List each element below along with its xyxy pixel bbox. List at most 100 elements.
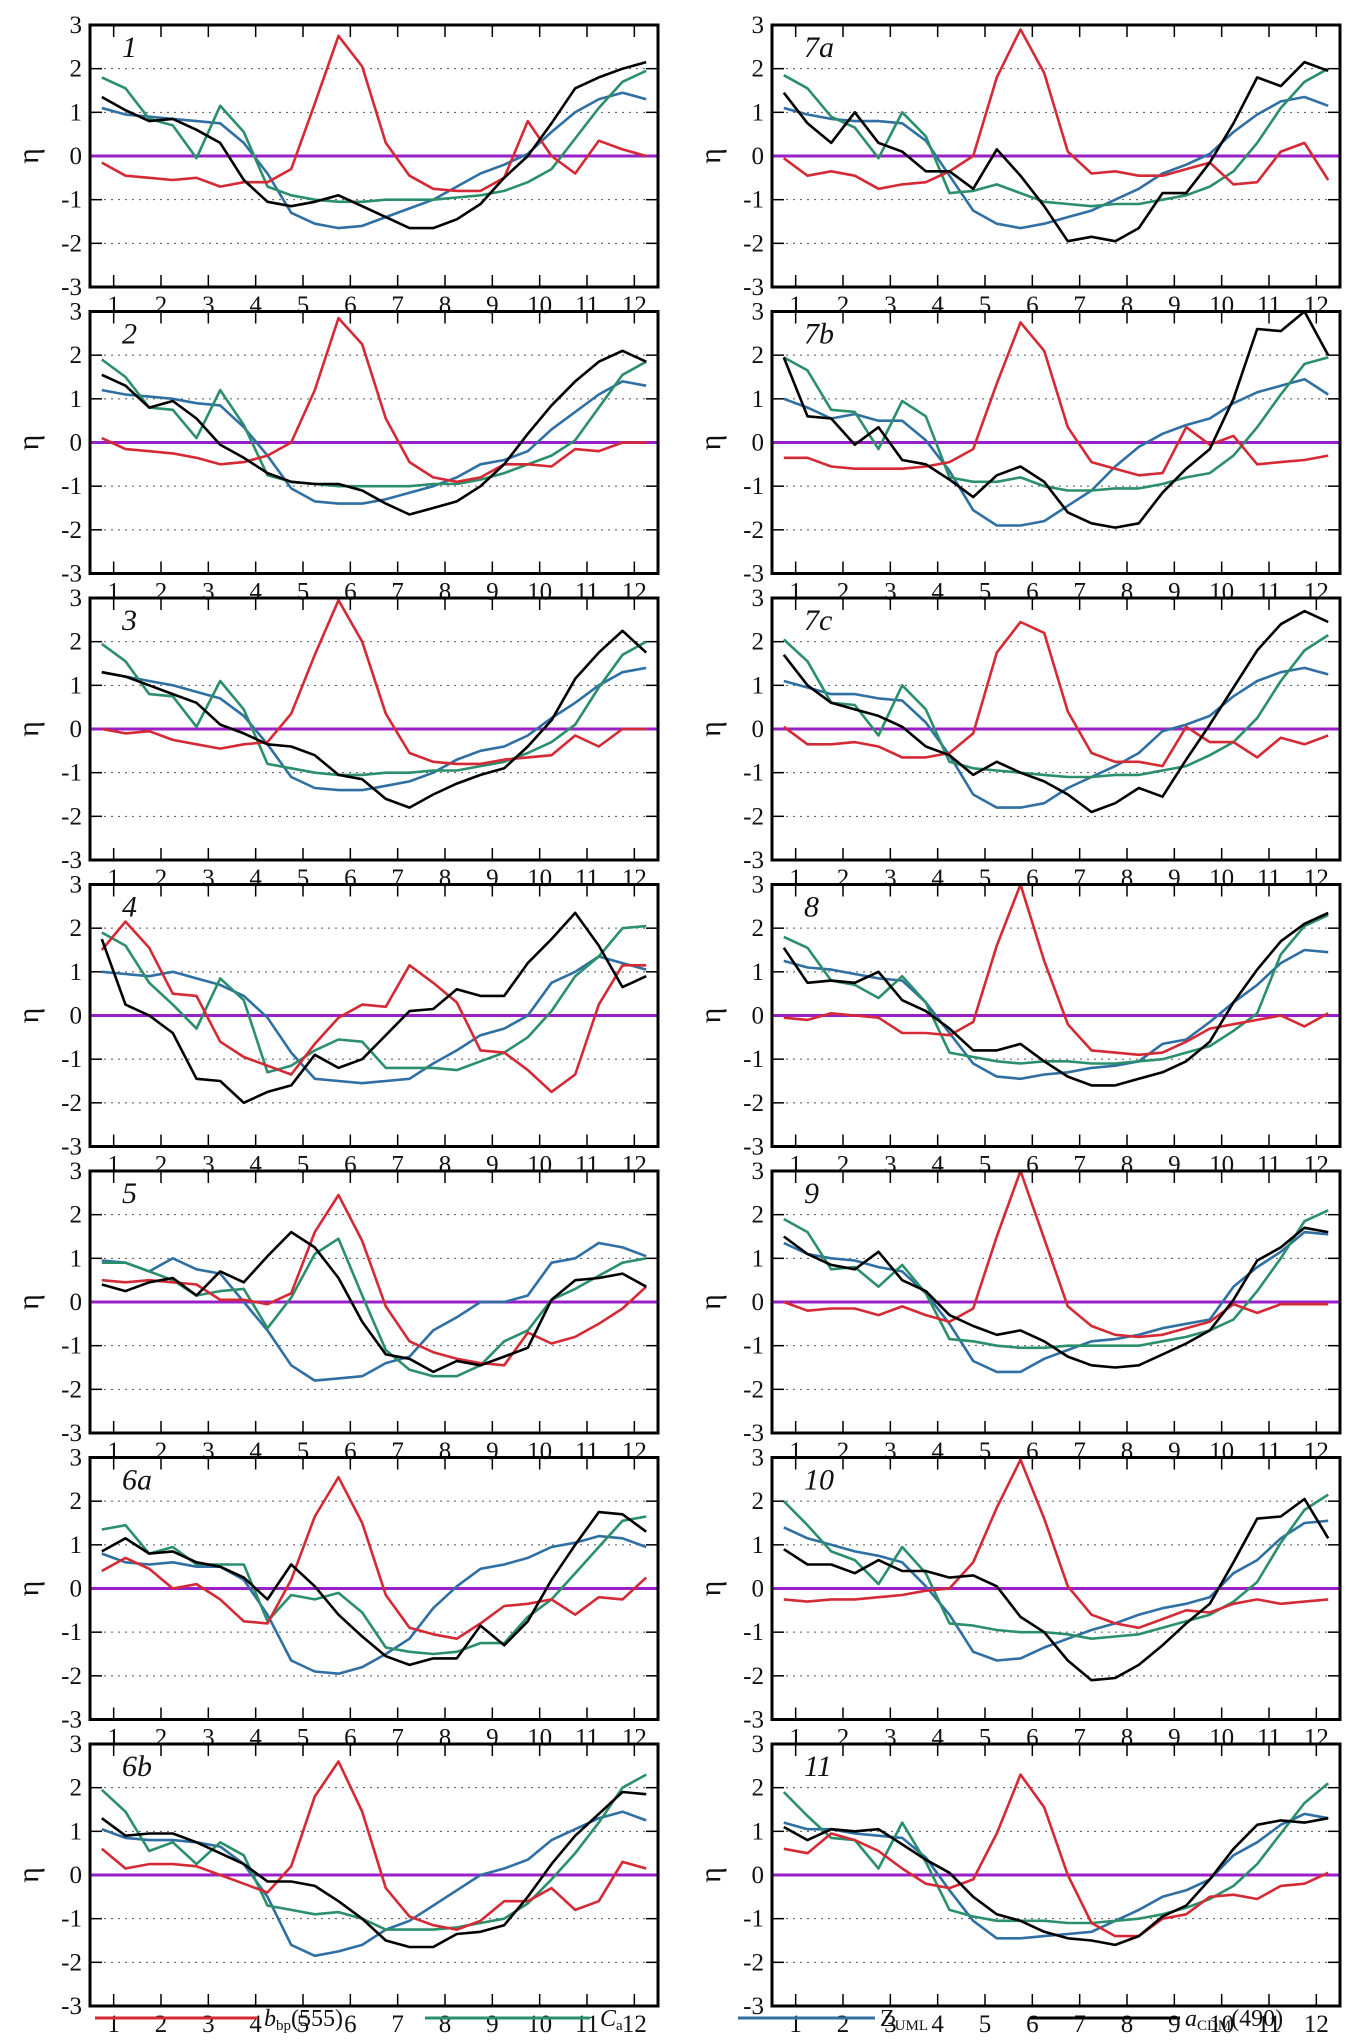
y-tick-label: 1 — [70, 1245, 83, 1272]
series-line-zuml — [783, 666, 1329, 809]
y-axis-label: η — [694, 1581, 727, 1597]
y-tick-label: -2 — [61, 1090, 82, 1117]
y-tick-label: -1 — [61, 473, 82, 500]
y-tick-label: -2 — [743, 1663, 764, 1690]
plot-frame — [88, 883, 660, 1148]
y-tick-label: 1 — [70, 1818, 83, 1845]
series-line-acdm — [101, 1510, 647, 1667]
y-tick-label: -3 — [61, 1707, 82, 1734]
legend-label-main: b — [264, 2006, 276, 2032]
x-tick-label: 12 — [622, 2011, 647, 2038]
series-line-zuml — [783, 95, 1329, 230]
series-line-acdm — [782, 911, 1329, 1087]
series-line-acdm — [101, 1790, 647, 1949]
series-line-ca — [101, 640, 647, 777]
y-tick-label: 1 — [752, 99, 765, 126]
y-axis-label: η — [12, 148, 45, 164]
series-line-acdm — [101, 1230, 647, 1374]
series-line-ca — [783, 913, 1329, 1065]
y-tick-label: 0 — [752, 1862, 765, 1889]
y-tick-label: 2 — [70, 915, 83, 942]
series-line-bbp — [101, 34, 647, 193]
y-tick-label: 1 — [70, 959, 83, 986]
panel-label: 5 — [122, 1177, 137, 1210]
legend-label-suffix: (555) — [291, 2006, 343, 2032]
panel-label: 7c — [804, 604, 832, 637]
y-tick-label: 0 — [752, 143, 765, 170]
y-tick-label: 2 — [752, 1488, 765, 1515]
panel-label: 2 — [122, 318, 137, 351]
legend-label-sub: UML — [895, 2018, 928, 2034]
y-tick-label: -1 — [61, 760, 82, 787]
series-line-ca — [101, 924, 647, 1074]
y-tick-label: -3 — [743, 847, 764, 874]
y-tick-label: -2 — [743, 1090, 764, 1117]
legend-label-sub: CDM — [1197, 2018, 1231, 2034]
y-tick-label: 3 — [752, 12, 765, 39]
y-tick-label: -3 — [743, 274, 764, 301]
legend-label-main: Z — [880, 2006, 895, 2032]
series-line-zuml — [783, 1519, 1329, 1662]
y-tick-label: 1 — [752, 959, 765, 986]
y-tick-label: 1 — [70, 99, 83, 126]
y-tick-label: 0 — [70, 143, 83, 170]
y-tick-label: -1 — [61, 1046, 82, 1073]
y-tick-label: -3 — [743, 1993, 764, 2020]
panel-label: 11 — [804, 1750, 832, 1783]
plot-frame — [770, 310, 1342, 575]
series-line-bbp — [783, 28, 1330, 191]
y-tick-label: 2 — [752, 56, 765, 83]
series-line-acdm — [101, 60, 647, 230]
x-tick-label: 2 — [837, 2011, 850, 2038]
y-tick-label: -1 — [61, 187, 82, 214]
y-axis-label: η — [694, 1867, 727, 1883]
plot-frame — [88, 1169, 660, 1435]
series-line-ca — [101, 69, 647, 204]
y-tick-label: 3 — [752, 1731, 765, 1758]
series-line-bbp — [783, 620, 1329, 768]
y-axis-label: η — [694, 1008, 727, 1024]
series-line-ca — [100, 1773, 647, 1931]
y-tick-label: -2 — [743, 803, 764, 830]
y-tick-label: 2 — [70, 342, 83, 369]
y-tick-label: 2 — [752, 1775, 765, 1802]
y-axis-label: η — [12, 1581, 45, 1597]
y-axis-label: η — [694, 1294, 727, 1310]
series-line-zuml — [101, 1810, 647, 1958]
series-line-ca — [101, 358, 647, 488]
x-tick-label: 3 — [884, 2011, 897, 2038]
y-tick-label: 1 — [70, 672, 83, 699]
y-axis-label: η — [12, 1294, 45, 1310]
y-tick-label: 0 — [752, 716, 765, 743]
y-tick-label: -3 — [61, 1993, 82, 2020]
legend: bbp(555) Ca ZUML aCDM(490) — [95, 2006, 1283, 2034]
y-tick-label: -3 — [743, 561, 764, 588]
y-tick-label: -2 — [61, 1663, 82, 1690]
legend-item-zuml: ZUML — [738, 2006, 928, 2034]
x-tick-label: 5 — [297, 2011, 310, 2038]
series-line-acdm — [101, 349, 647, 516]
y-tick-label: 3 — [752, 585, 765, 612]
legend-label-main: C — [600, 2006, 617, 2032]
x-tick-label: 6 — [344, 2011, 357, 2038]
series-line-bbp — [101, 316, 647, 484]
y-tick-label: 1 — [752, 672, 765, 699]
x-tick-label: 3 — [202, 2011, 215, 2038]
y-axis-label: η — [694, 148, 727, 164]
y-tick-label: 2 — [70, 1488, 83, 1515]
y-tick-label: 0 — [752, 430, 765, 457]
plot-frame — [88, 1456, 660, 1721]
y-tick-label: 0 — [70, 430, 83, 457]
y-axis-label: η — [12, 1867, 45, 1883]
legend-label-sub: a — [616, 2018, 623, 2034]
panel-label: 4 — [122, 891, 137, 924]
